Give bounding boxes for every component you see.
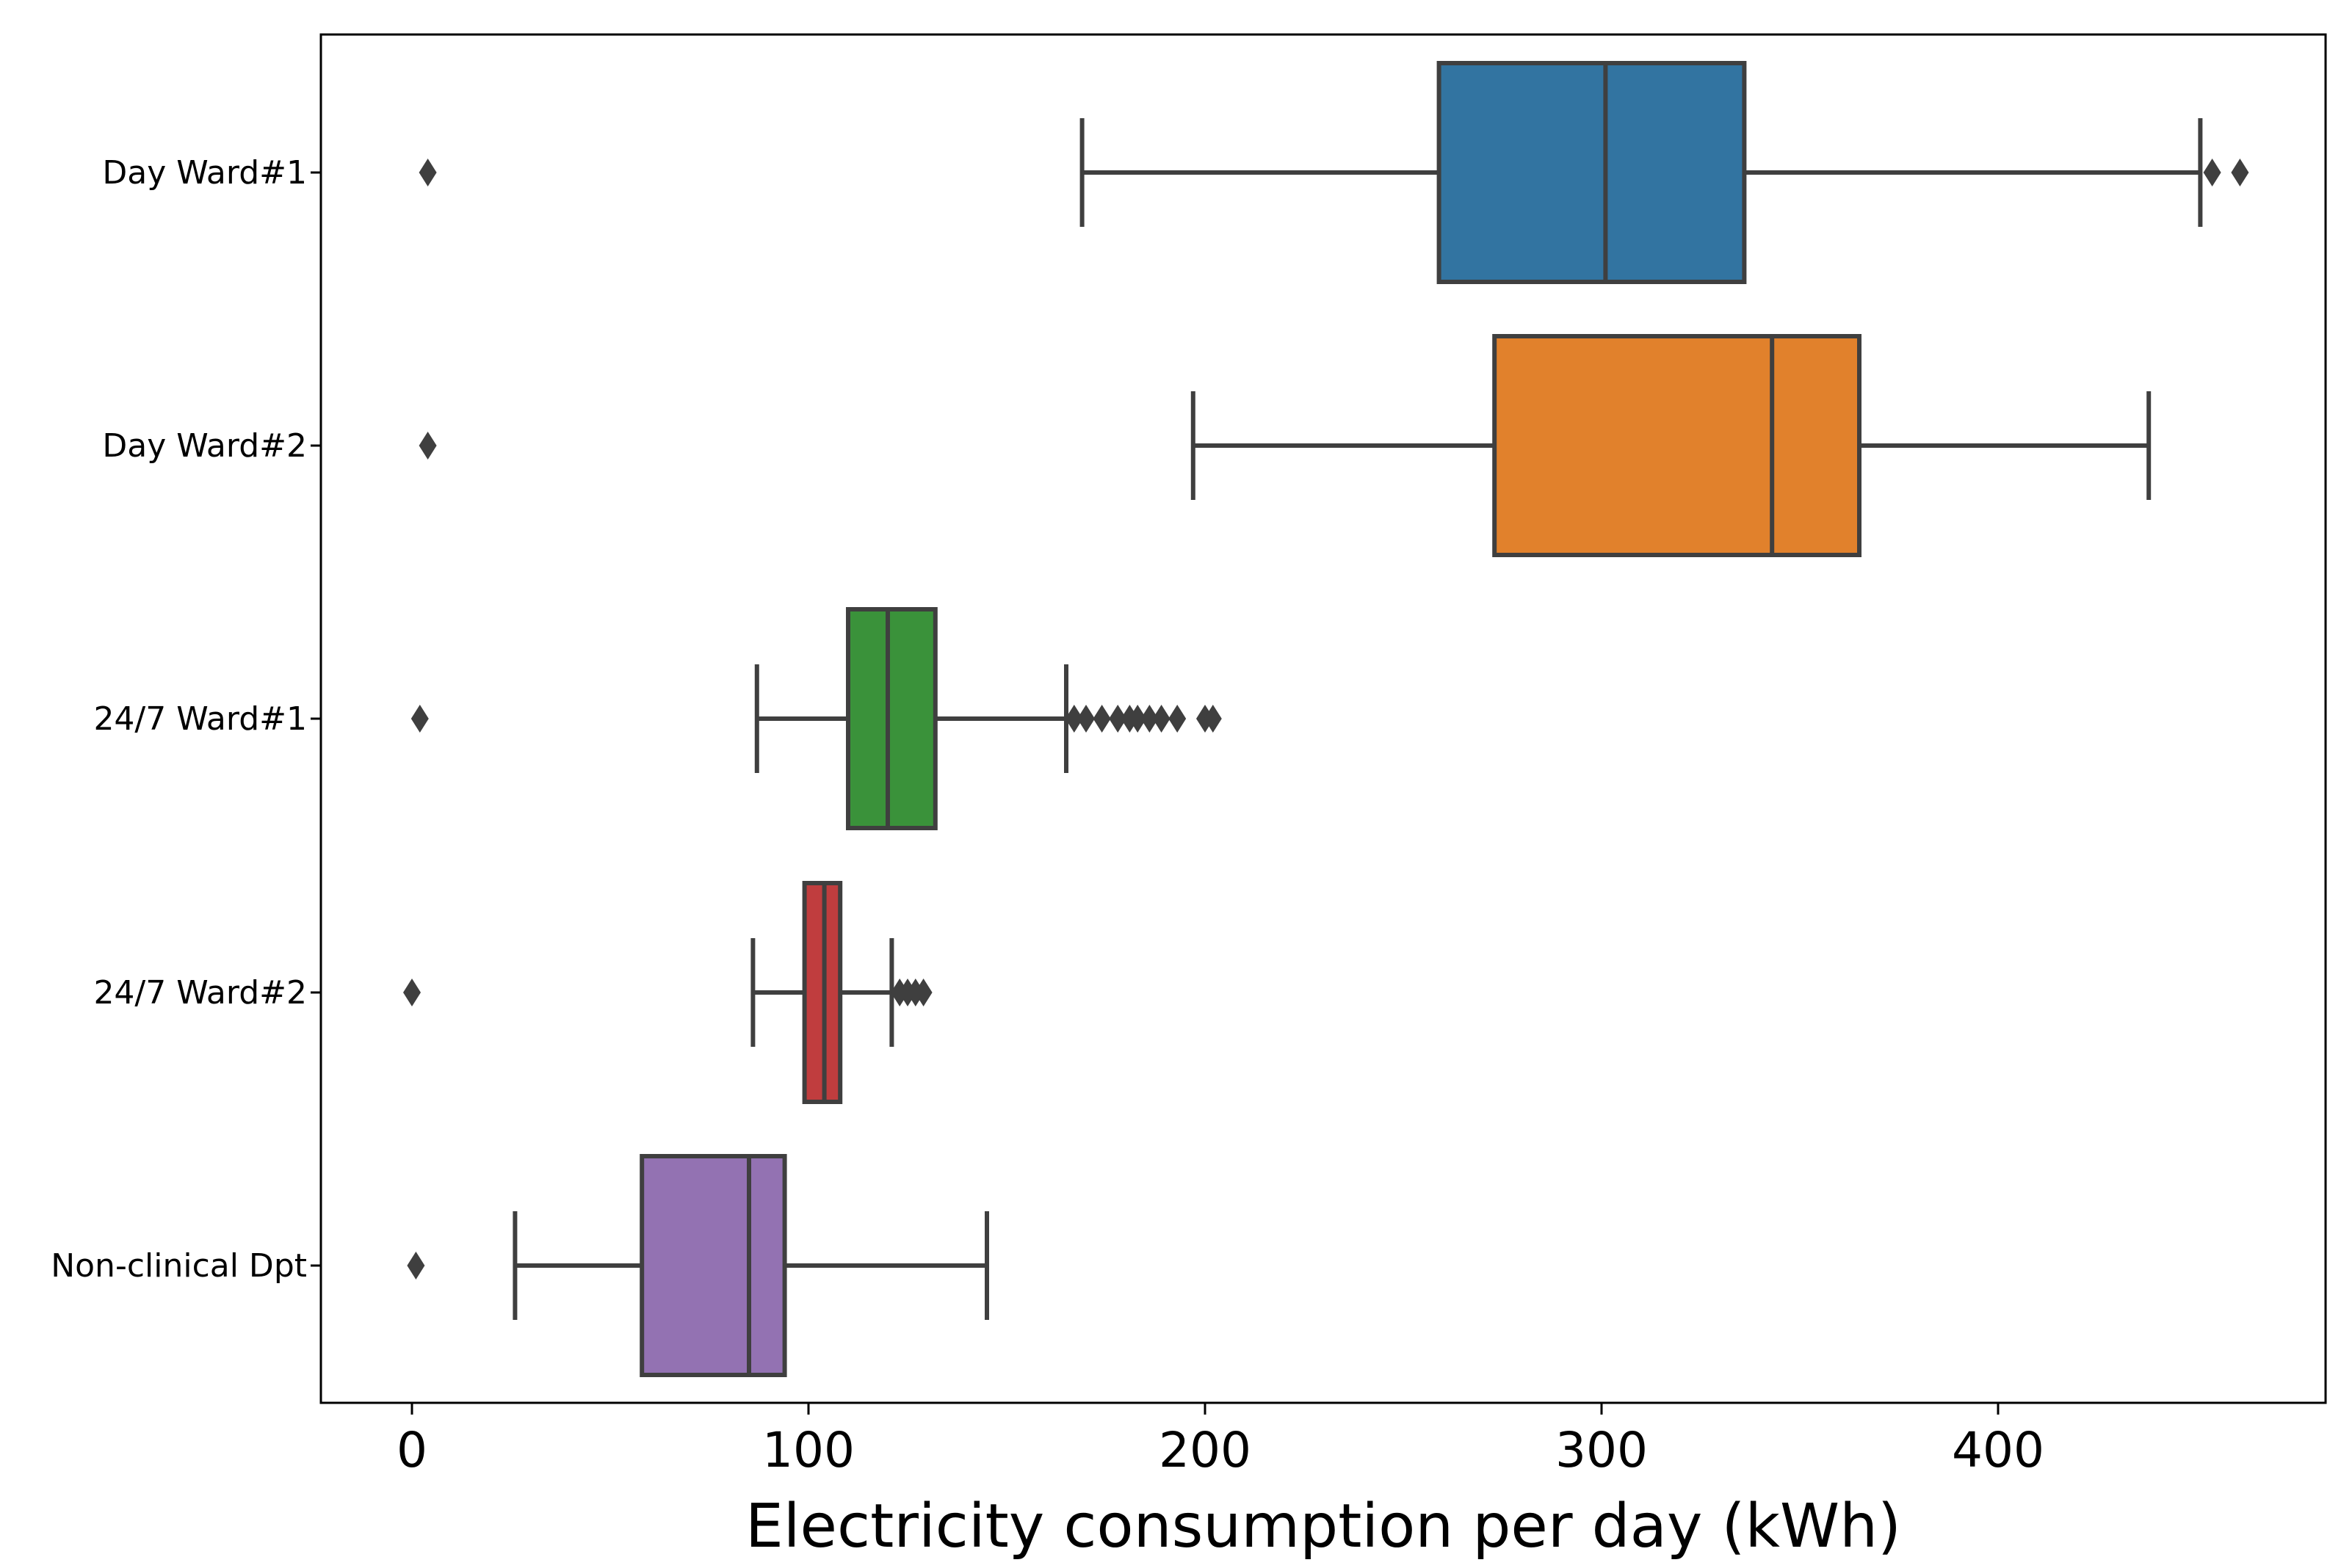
category-label: Non-clinical Dpt xyxy=(51,1247,307,1285)
iqr-box xyxy=(1436,61,1747,284)
iqr-box xyxy=(640,1154,787,1377)
outlier-point xyxy=(1065,705,1083,733)
x-axis-ticks: 0 100 200 300 400 xyxy=(397,1403,2044,1478)
x-tick-label: 0 xyxy=(397,1422,427,1478)
outlier-point xyxy=(1140,705,1159,733)
outlier-point xyxy=(410,705,429,733)
outlier-point xyxy=(1152,705,1170,733)
category-label: 24/7 Ward#1 xyxy=(93,700,307,738)
y-axis-categories: Day Ward#1 Day Ward#2 24/7 Ward#1 24/7 Ward… xyxy=(51,154,321,1285)
outlier-point xyxy=(2203,159,2221,186)
box-group-5 xyxy=(407,1154,989,1377)
plot-frame xyxy=(319,33,2327,1404)
category-label: 24/7 Ward#2 xyxy=(93,974,307,1012)
box-group-1 xyxy=(419,61,2249,284)
outlier-point xyxy=(419,432,437,460)
outlier-point xyxy=(1109,705,1127,733)
box-group-2 xyxy=(419,334,2152,557)
iqr-box xyxy=(846,607,938,830)
outlier-point xyxy=(914,979,933,1006)
box-group-4 xyxy=(403,881,933,1104)
x-tick-label: 200 xyxy=(1159,1422,1251,1478)
x-tick-label: 400 xyxy=(1952,1422,2044,1478)
outlier-point xyxy=(403,979,421,1006)
x-axis-title: Electricity consumption per day (kWh) xyxy=(745,1492,1901,1561)
iqr-box xyxy=(1492,334,1861,557)
outlier-point xyxy=(1129,705,1147,733)
outlier-point xyxy=(1204,705,1222,733)
outlier-point xyxy=(1077,705,1095,733)
outlier-point xyxy=(1168,705,1187,733)
category-label: Day Ward#2 xyxy=(102,427,307,465)
category-label: Day Ward#1 xyxy=(102,154,307,192)
outlier-point xyxy=(419,159,437,186)
box-group-3 xyxy=(410,607,1222,830)
outlier-point xyxy=(407,1252,425,1280)
outlier-point xyxy=(2231,159,2249,186)
x-tick-label: 300 xyxy=(1555,1422,1648,1478)
boxes-layer xyxy=(403,61,2249,1377)
x-tick-label: 100 xyxy=(762,1422,855,1478)
outlier-point xyxy=(1093,705,1111,733)
